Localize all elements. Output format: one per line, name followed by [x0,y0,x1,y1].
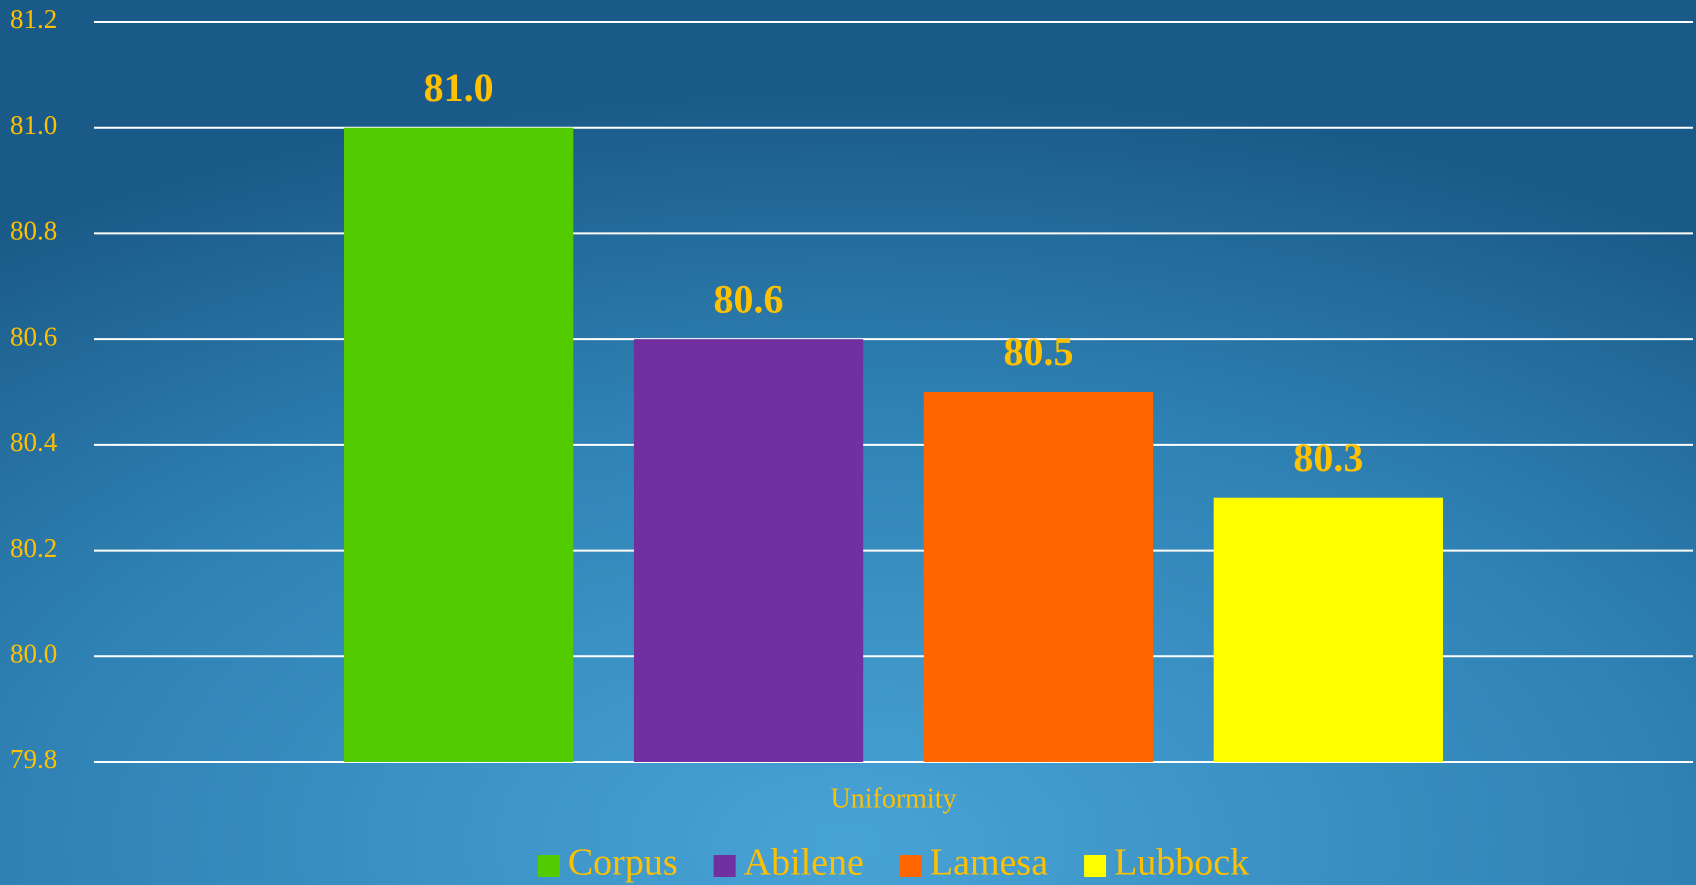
data-label: 81.0 [424,65,494,110]
legend-label: Abilene [744,842,864,884]
data-label: 80.3 [1293,435,1363,480]
y-tick-label: 80.4 [10,427,58,457]
legend-label: Corpus [568,842,678,884]
y-tick-label: 81.2 [10,4,57,34]
legend-swatch [899,855,922,877]
y-tick-label: 80.2 [10,533,57,563]
bar [1213,497,1443,762]
data-label: 80.5 [1003,329,1073,374]
bar [923,392,1154,762]
legend-swatch [1084,855,1107,877]
data-label: 80.6 [714,276,784,321]
bar [344,127,574,762]
y-tick-label: 79.8 [10,744,57,774]
y-tick-label: 80.0 [10,638,57,668]
bar [633,339,864,762]
legend-swatch [713,855,736,877]
legend-swatch [537,855,560,877]
legend-label: Lamesa [930,842,1048,884]
legend-label: Lubbock [1114,842,1249,884]
y-tick-label: 80.6 [10,321,57,351]
y-tick-label: 80.8 [10,216,57,246]
x-tick-label: Uniformity [831,783,957,814]
y-tick-label: 81.0 [10,110,57,140]
